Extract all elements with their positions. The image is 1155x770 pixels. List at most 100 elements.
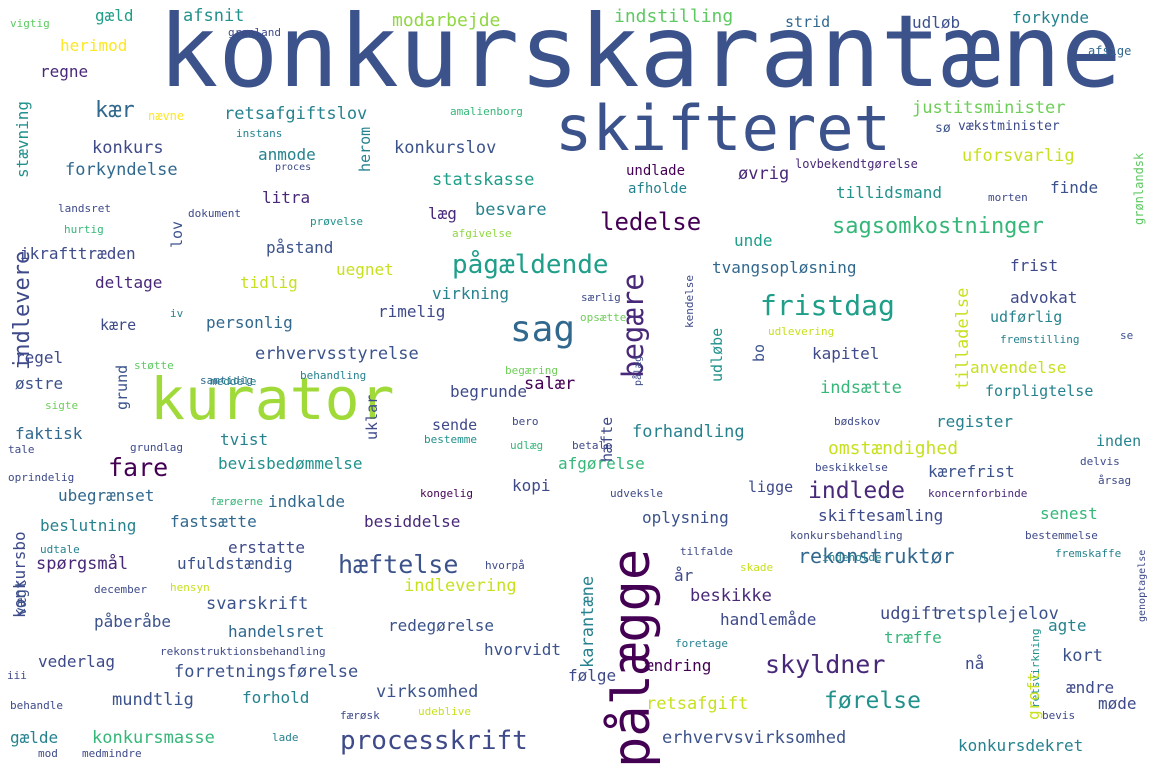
word-160: foretage (675, 637, 728, 650)
word-40: afsige (1088, 44, 1132, 58)
word-2: skifteret (555, 92, 891, 165)
word-114: afgørelse (558, 454, 645, 473)
word-57: hurtig (64, 223, 104, 236)
word-47: proces (275, 162, 312, 173)
word-157: agte (1048, 616, 1087, 635)
word-84: udlevering (768, 325, 835, 338)
word-134: erstatte (228, 538, 306, 557)
word-92: salær (524, 374, 576, 394)
word-80: samtidig (200, 374, 253, 387)
word-59: litra (262, 188, 311, 207)
word-7: fare (108, 453, 169, 482)
word-13: ledelse (600, 208, 702, 236)
word-26: forkyndelse (65, 160, 178, 180)
word-142: vægt (12, 579, 30, 616)
word-124: udveksle (610, 487, 663, 500)
word-135: konkursbehandling (790, 529, 903, 542)
word-87: østre (15, 374, 64, 393)
word-121: færøerne (210, 495, 263, 508)
word-154: påberåbe (94, 612, 172, 631)
word-158: handelsret (228, 622, 325, 641)
word-97: faktisk (15, 424, 83, 443)
word-133: udtale (40, 543, 80, 556)
word-143: december (94, 583, 147, 596)
word-75: udførlig (990, 308, 1063, 326)
word-39: grønland (228, 26, 281, 39)
word-36: udløb (912, 13, 961, 32)
word-76: regel (15, 348, 64, 367)
word-30: kær (95, 98, 135, 123)
word-195: udløbe (708, 327, 726, 382)
word-70: virkning (432, 284, 510, 303)
word-118: ubegrænset (58, 486, 155, 505)
word-155: handlemåde (720, 610, 817, 629)
word-138: ufuldstændig (177, 554, 293, 573)
word-79: støtte (134, 359, 174, 372)
word-183: gælde (10, 728, 59, 747)
word-68: deltage (95, 273, 163, 292)
word-176: retsafgift (646, 694, 749, 714)
word-1: konkurskarantæne (158, 0, 1122, 110)
word-182: konkursmasse (92, 728, 215, 748)
word-198: kendelse (683, 275, 696, 328)
word-96: sigte (45, 399, 79, 412)
word-106: inden (1096, 432, 1142, 450)
word-174: behandle (10, 699, 63, 712)
word-164: kort (1062, 646, 1103, 666)
word-72: kære (100, 316, 137, 334)
word-148: genoptagelse (1137, 549, 1148, 622)
word-173: forhold (242, 688, 310, 707)
word-136: bestemmelse (1025, 529, 1098, 542)
word-99: register (936, 412, 1014, 431)
word-151: beskikke (690, 586, 772, 606)
word-44: sø (935, 121, 951, 136)
word-60: læg (428, 204, 457, 223)
word-5: sag (510, 309, 576, 350)
word-64: påstand (266, 238, 334, 257)
word-144: hensyn (170, 581, 210, 594)
word-126: beslutning (40, 516, 137, 535)
word-38: vigtig (10, 17, 50, 30)
word-120: ligge (748, 478, 794, 496)
word-67: frist (1010, 256, 1059, 275)
word-169: følge (568, 666, 617, 685)
word-69: tidlig (240, 273, 298, 292)
word-112: delvis (1080, 455, 1120, 468)
word-50: øvrig (738, 164, 790, 184)
word-25: konkurslov (394, 138, 497, 158)
word-21: retsafgiftslov (224, 104, 368, 124)
word-152: udgift (880, 604, 942, 624)
word-61: besvare (475, 200, 547, 220)
word-153: retsplejelov (936, 604, 1059, 624)
word-95: forpligtelse (985, 382, 1094, 400)
word-31: regne (40, 62, 89, 81)
word-123: kongelig (420, 487, 473, 500)
word-33: afsnit (183, 6, 245, 26)
word-43: instans (236, 127, 283, 140)
word-129: oplysning (642, 508, 729, 527)
word-194: hæfte (598, 416, 616, 462)
word-94: anvendelse (970, 358, 1067, 377)
word-48: undlade (626, 163, 686, 179)
word-109: udlæg (510, 439, 544, 452)
word-98: sende (432, 416, 478, 434)
word-181: groft (1024, 671, 1043, 720)
word-15: førelse (824, 688, 921, 714)
word-191: herom (356, 126, 374, 172)
word-179: færøsk (340, 709, 380, 722)
word-149: svarskrift (206, 594, 309, 614)
word-42: amalienborg (450, 105, 523, 118)
word-100: bødskov (834, 415, 881, 428)
word-23: uforsvarlig (962, 146, 1075, 166)
word-8: processkrift (340, 726, 528, 756)
word-29: anmode (258, 145, 316, 164)
word-175: virksomhed (376, 682, 479, 702)
word-62: unde (734, 231, 773, 250)
word-178: bevis (1042, 709, 1076, 722)
word-12: pågældende (452, 250, 609, 280)
word-199: pålæg (633, 355, 644, 386)
word-66: tvangsopløsning (712, 258, 857, 277)
word-180: udeblive (418, 705, 471, 718)
word-91: begrunde (450, 382, 528, 401)
